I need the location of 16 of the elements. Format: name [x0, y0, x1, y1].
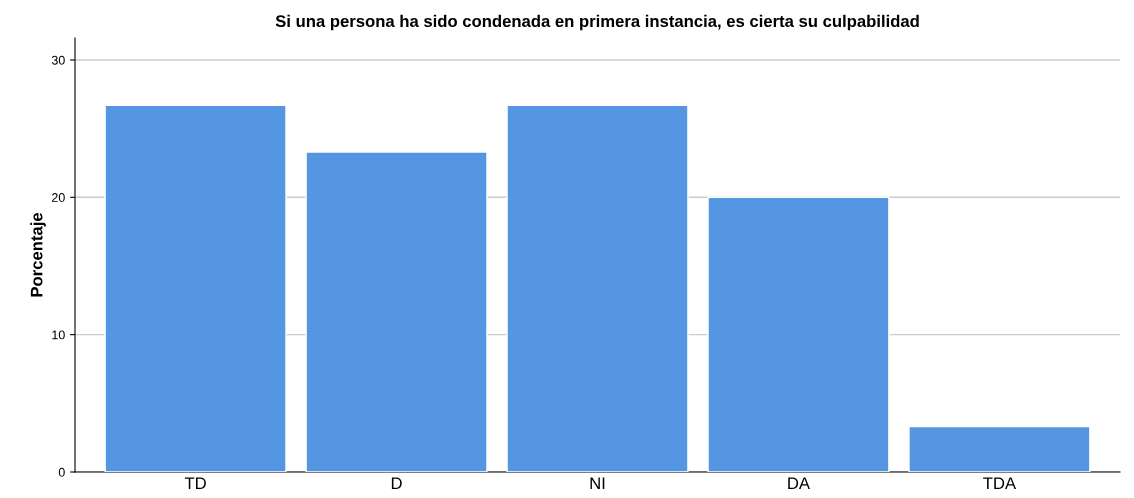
bar [707, 196, 890, 472]
bar [305, 151, 488, 472]
x-tick-label: DA [788, 477, 810, 489]
x-tick-label: TDA [983, 477, 1017, 489]
x-tick-label: TD [184, 477, 206, 489]
y-tick-label: 10 [52, 330, 65, 340]
x-tick-label: D [391, 477, 402, 489]
y-axis-title: Porcentaje [30, 212, 46, 297]
bar [104, 104, 287, 472]
y-tick-label: 20 [52, 193, 65, 202]
y-tick-label: 30 [51, 55, 65, 65]
chart-title: Si una persona ha sido condenada en primera instancia, es cierta su culpabilidad [275, 14, 919, 31]
y-tick-label: 0 [58, 467, 65, 477]
bar [908, 425, 1091, 472]
bar [506, 104, 689, 472]
x-tick-label: NI [590, 477, 605, 489]
